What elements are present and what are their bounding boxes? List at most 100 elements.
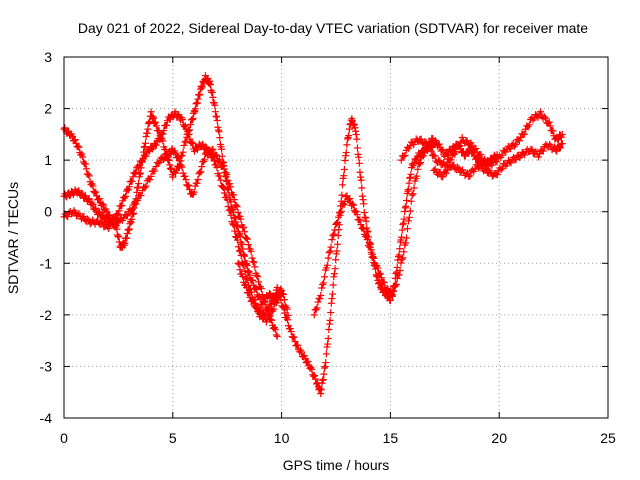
data-point [191, 105, 199, 113]
data-point [352, 127, 360, 135]
data-point [507, 145, 515, 153]
data-point [249, 276, 257, 284]
data-point [141, 139, 149, 147]
data-point [213, 116, 221, 124]
y-tick-labels: -4 -3 -2 -1 0 1 2 3 [40, 49, 53, 426]
data-point [352, 131, 360, 139]
data-point [187, 121, 195, 129]
data-point [333, 219, 341, 227]
data-point [316, 385, 324, 393]
data-point [230, 196, 238, 204]
data-point [374, 264, 382, 272]
data-point [149, 113, 157, 121]
data-point [400, 215, 408, 223]
data-point [404, 187, 412, 195]
data-point [493, 171, 501, 179]
data-point [234, 208, 242, 216]
data-point [257, 285, 265, 293]
data-point [128, 177, 136, 185]
data-point [326, 247, 334, 255]
data-point [189, 114, 197, 122]
data-point [537, 108, 545, 116]
data-point [182, 125, 190, 133]
data-point [151, 167, 159, 175]
data-point [311, 372, 319, 380]
data-point [143, 129, 151, 137]
data-point [250, 258, 258, 266]
data-point [346, 195, 354, 203]
data-point [155, 136, 163, 144]
data-point [220, 165, 228, 173]
data-point [324, 334, 332, 342]
data-point [340, 201, 348, 209]
data-point [194, 175, 202, 183]
data-point [471, 165, 479, 173]
data-point [369, 254, 377, 262]
data-point [380, 279, 388, 287]
data-point [357, 176, 365, 184]
data-point [406, 174, 414, 182]
x-tick-label: 15 [383, 430, 399, 446]
data-point [510, 142, 518, 150]
data-point [352, 207, 360, 215]
data-point [178, 163, 186, 171]
data-point [185, 181, 193, 189]
data-point [185, 131, 193, 139]
data-point [218, 145, 226, 153]
data-point [125, 183, 133, 191]
data-point [330, 270, 338, 278]
data-point [332, 256, 340, 264]
data-point [358, 184, 366, 192]
data-point [403, 225, 411, 233]
data-point [399, 254, 407, 262]
data-point [212, 112, 220, 120]
data-point [92, 204, 100, 212]
data-point [79, 153, 87, 161]
data-point [397, 259, 405, 267]
data-point [342, 152, 350, 160]
data-point [413, 172, 421, 180]
data-point [113, 225, 121, 233]
data-point [542, 114, 550, 122]
data-point [551, 143, 559, 151]
y-tick-label: -3 [40, 358, 53, 374]
y-tick-label: -4 [40, 410, 53, 426]
data-point [203, 151, 211, 159]
data-point [174, 153, 182, 161]
data-point [188, 116, 196, 124]
data-point [84, 215, 92, 223]
data-point [436, 157, 444, 165]
data-point [142, 132, 150, 140]
data-point [169, 173, 177, 181]
y-tick-label: -1 [40, 255, 53, 271]
data-point [360, 200, 368, 208]
data-point [317, 292, 325, 300]
data-point [399, 219, 407, 227]
data-point [115, 233, 123, 241]
data-point [280, 304, 288, 312]
data-point [277, 285, 285, 293]
data-point [181, 138, 189, 146]
data-point [427, 147, 435, 155]
data-point [193, 99, 201, 107]
data-point [345, 132, 353, 140]
data-point [152, 141, 160, 149]
data-point [442, 169, 450, 177]
data-point [375, 280, 383, 288]
data-point [182, 176, 190, 184]
data-series-sat-track-b [60, 108, 283, 326]
data-point [146, 176, 154, 184]
data-point [165, 156, 173, 164]
y-tick-label: 2 [44, 101, 52, 117]
data-point [420, 149, 428, 157]
data-point [342, 149, 350, 157]
data-point [89, 182, 97, 190]
data-point [414, 165, 422, 173]
x-tick-labels: 0 5 10 15 20 25 [60, 430, 616, 446]
data-point [417, 159, 425, 167]
data-point [223, 196, 231, 204]
data-point [401, 204, 409, 212]
data-point [273, 332, 281, 340]
data-point [407, 197, 415, 205]
